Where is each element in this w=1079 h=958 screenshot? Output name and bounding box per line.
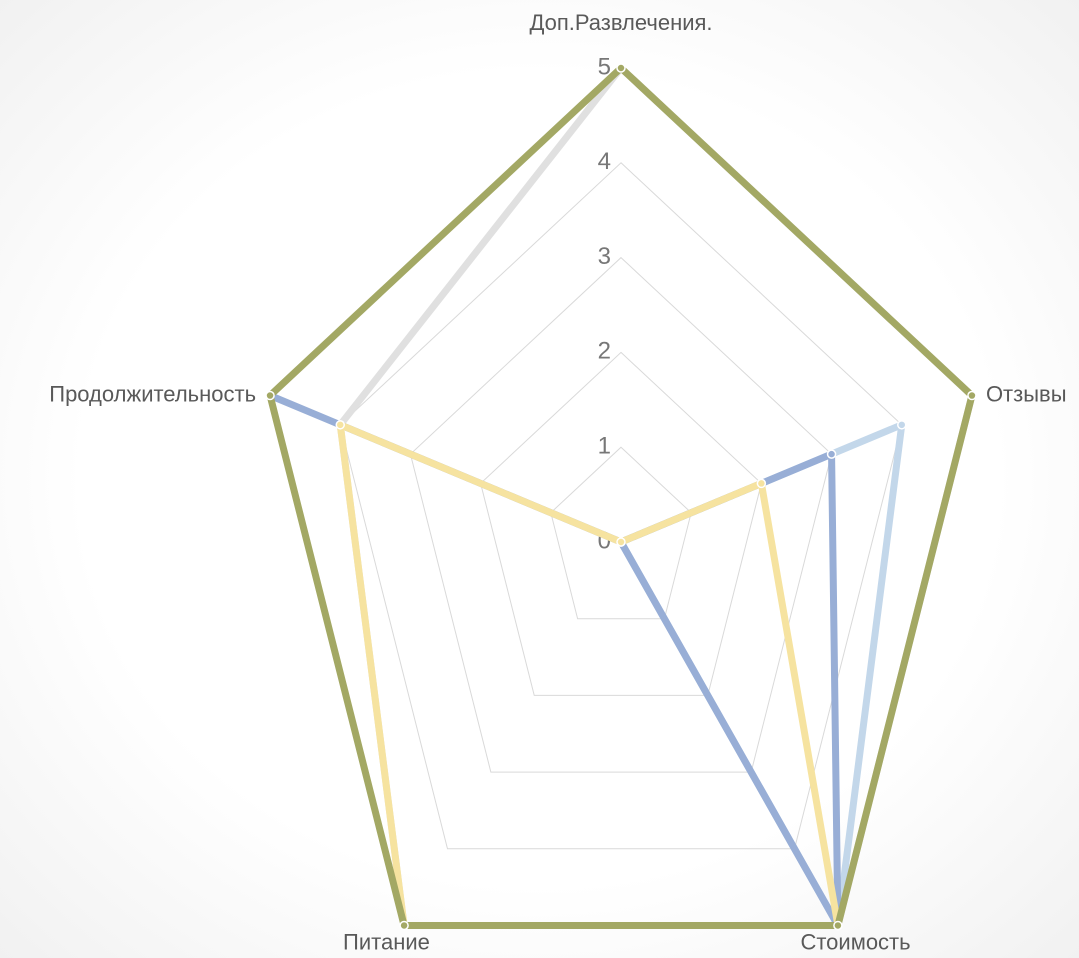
- data-point: [897, 420, 907, 430]
- data-point: [399, 920, 409, 931]
- data-point: [826, 449, 837, 459]
- data-point: [616, 537, 626, 547]
- category-label: Отзывы: [986, 381, 1067, 406]
- grid-line: [339, 162, 903, 850]
- data-point: [335, 420, 345, 430]
- grid-line: [409, 256, 833, 773]
- series-line: [336, 421, 842, 929]
- series-line: [266, 64, 976, 929]
- series-line: [266, 392, 842, 929]
- tick-label: 5: [598, 53, 611, 80]
- data-point: [265, 390, 275, 401]
- category-label: Стоимость: [800, 929, 910, 954]
- grid-line: [550, 446, 692, 620]
- data-point: [616, 63, 626, 73]
- tick-label: 2: [598, 338, 611, 365]
- tick-label: 4: [598, 148, 611, 175]
- category-label: Питание: [343, 929, 430, 954]
- grid-line: [269, 67, 973, 926]
- data-point: [756, 478, 767, 489]
- data-point: [833, 920, 843, 931]
- series-line: [336, 64, 976, 929]
- grid-line: [480, 351, 762, 696]
- tick-label: 3: [598, 243, 611, 270]
- category-label: Продолжительность: [49, 381, 256, 406]
- tick-label: 1: [598, 433, 611, 460]
- category-label: Доп.Развлечения.: [529, 10, 712, 35]
- data-point: [967, 390, 977, 401]
